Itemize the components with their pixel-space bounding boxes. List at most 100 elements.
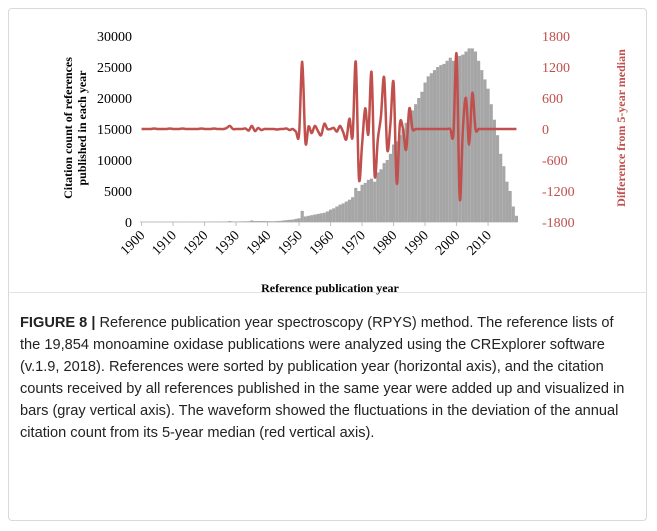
y2-tick-label: -600 <box>542 154 568 169</box>
bar <box>288 219 292 222</box>
bar <box>351 197 355 222</box>
bar <box>313 214 317 222</box>
bar <box>269 221 273 222</box>
y2-tick-label: -1200 <box>542 185 575 200</box>
bar <box>398 135 402 222</box>
y-tick-label: 15000 <box>97 123 132 138</box>
bar <box>228 221 232 222</box>
bar <box>495 135 500 222</box>
bar <box>247 221 251 222</box>
bar <box>316 213 320 222</box>
x-tick-label: 1960 <box>307 228 337 258</box>
bar <box>322 212 326 222</box>
bar <box>483 79 487 223</box>
separator <box>8 292 647 293</box>
bar <box>417 98 421 222</box>
bar <box>464 51 468 222</box>
x-tick-label: 1950 <box>275 228 305 258</box>
bar <box>262 221 266 222</box>
bar <box>480 70 484 222</box>
bar <box>281 220 285 222</box>
bar <box>297 218 301 222</box>
bar <box>363 182 367 222</box>
bar <box>376 172 380 222</box>
bar <box>385 160 389 222</box>
y-axis-title-line2: published in each year <box>75 70 89 186</box>
bar <box>492 119 496 222</box>
y-tick-label: 25000 <box>97 61 132 76</box>
bar <box>379 169 383 222</box>
bar <box>401 129 405 222</box>
y2-tick-label: 0 <box>542 123 549 138</box>
bar <box>300 210 304 222</box>
x-axis-title: Reference publication year <box>261 281 399 295</box>
bar <box>243 221 248 222</box>
x-tick-label: 1910 <box>149 228 179 258</box>
bar <box>470 48 474 223</box>
bar <box>291 219 295 222</box>
x-tick-label: 1900 <box>118 228 148 258</box>
bar <box>284 220 289 222</box>
bar <box>369 178 374 222</box>
bar <box>266 221 270 222</box>
bar <box>366 179 370 222</box>
bar <box>272 221 276 222</box>
bar <box>511 206 515 222</box>
bar <box>392 144 396 222</box>
y-axis-title-line1: Citation count of references <box>61 57 75 199</box>
bar <box>382 163 386 222</box>
bar <box>514 215 518 222</box>
bar <box>373 181 377 222</box>
bar <box>325 211 329 222</box>
bar <box>414 104 418 222</box>
bar <box>354 187 358 222</box>
bar <box>426 76 430 222</box>
y-tick-label: 20000 <box>97 92 132 107</box>
bar <box>473 51 478 222</box>
caption: FIGURE 8 | Reference publication year sp… <box>20 312 630 444</box>
bar <box>332 208 336 222</box>
bar <box>455 57 459 223</box>
bar <box>341 203 345 222</box>
bar <box>360 184 364 222</box>
bar <box>344 201 348 222</box>
bar <box>256 221 260 222</box>
bar <box>499 153 503 222</box>
bar <box>310 215 314 222</box>
bar <box>306 215 311 222</box>
bar <box>253 221 257 222</box>
chart: Reference publication year Citation coun… <box>61 30 628 295</box>
bar <box>237 221 241 222</box>
bar <box>508 191 512 222</box>
bar <box>439 65 443 222</box>
bar <box>477 60 481 222</box>
bar <box>407 116 411 222</box>
bar <box>445 60 449 222</box>
y2-tick-label: 1200 <box>542 61 570 76</box>
bar <box>357 191 361 222</box>
bar <box>489 104 493 222</box>
bar <box>275 221 279 222</box>
bar <box>451 60 455 222</box>
bar <box>436 67 440 222</box>
figure-label: FIGURE 8 | <box>20 315 96 331</box>
bar <box>329 209 333 222</box>
y2-axis-title: Difference from 5-year median <box>614 49 628 207</box>
bar <box>442 63 446 223</box>
y2-tick-label: 1800 <box>542 30 570 45</box>
bar <box>347 199 352 222</box>
bar <box>458 55 462 223</box>
bar <box>505 181 509 222</box>
x-tick-label: 1980 <box>370 228 400 258</box>
bar <box>294 218 298 222</box>
x-tick-label: 1930 <box>212 228 242 258</box>
x-tick-label: 1940 <box>244 228 274 258</box>
bar <box>338 204 342 222</box>
x-tick-label: 1990 <box>401 228 431 258</box>
line <box>141 51 517 202</box>
bar <box>303 216 307 222</box>
bar <box>502 166 506 222</box>
x-tick-label: 1970 <box>338 228 368 258</box>
figure-frame <box>8 8 647 521</box>
bar <box>423 82 427 222</box>
